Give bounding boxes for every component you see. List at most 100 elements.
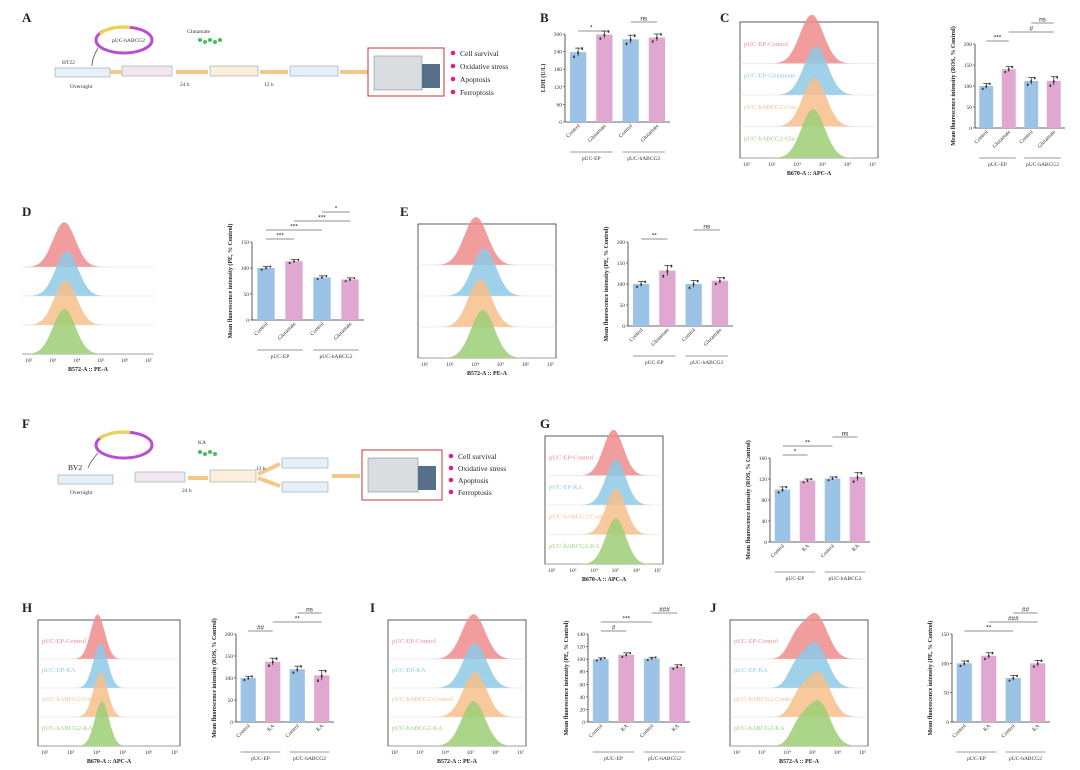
data-point (1026, 83, 1029, 86)
data-point (625, 653, 628, 656)
panel-letter-a: A (22, 10, 32, 25)
y-tick-label: 150 (941, 632, 950, 638)
flow-tick-label: 10³ (768, 162, 776, 168)
data-point (325, 274, 328, 277)
significance-label: ### (659, 607, 670, 614)
bullet-icon (450, 63, 456, 69)
bar (622, 39, 639, 122)
arrow-step-split (257, 462, 281, 488)
flow-panel-h: pUC-EP-Control pUC-EP-KA pUC-hABCG2-Contro… (37, 614, 181, 765)
arrow-plasmid-icon (91, 47, 99, 67)
data-point (1012, 677, 1015, 679)
x-tick-label: Control (974, 129, 990, 145)
histogram-label: pUC-hABCG2-Glu (744, 136, 796, 143)
data-point (599, 658, 602, 661)
bar (648, 37, 666, 122)
y-axis-title: LDH (U/L) (540, 64, 547, 93)
bar (1024, 80, 1039, 128)
data-point (981, 87, 984, 90)
bar (685, 284, 702, 326)
flow-tick-label: 10⁵ (612, 568, 620, 574)
data-point (297, 258, 300, 261)
data-point (633, 34, 636, 37)
histogram-label: pUC-EP-Control (42, 638, 86, 645)
histogram-peak (24, 222, 152, 267)
histogram-label: pUC-hABCG2-KA (549, 543, 600, 550)
flow-tick-label: 10⁴ (93, 750, 101, 756)
flow-tick-label: 10⁵ (467, 750, 475, 756)
data-point (316, 278, 319, 280)
flow-tick-label: 10⁴ (73, 358, 81, 364)
x-tick-label: Glutamate (277, 321, 298, 342)
data-point (265, 267, 267, 269)
x-tick-label: KA (1031, 723, 1041, 733)
panel-letter-j: J (710, 600, 717, 615)
group-label: pUC-hABCG2 (627, 156, 660, 162)
flow-tick-label: 10² (421, 362, 429, 368)
histogram-peak (742, 46, 876, 95)
reagent-label: Glutamate (187, 29, 210, 35)
group-label: pUC-EP (604, 756, 623, 762)
flow-panel-g: pUC-EP-Control pUC-EP-KA pUC-hABCG2-Contro… (544, 429, 664, 583)
y-axis-title: Mean fluorescence intensity (PE, % Contr… (603, 227, 610, 342)
group-label: pUC-EP (645, 360, 664, 366)
data-point (271, 660, 274, 663)
y-tick-label: 180 (554, 67, 563, 73)
data-point (676, 665, 679, 668)
data-point (349, 278, 351, 281)
y-axis-title: Mean fluorescence intensity (ROS, % Cont… (950, 26, 957, 145)
flow-tick-label: 10⁴ (793, 162, 801, 168)
data-point (988, 82, 991, 85)
y-axis-title: Mean fluorescence intensity (PE, % Contr… (227, 224, 234, 339)
y-tick-label: 100 (617, 282, 626, 288)
data-point (666, 269, 669, 272)
histogram-peak (390, 643, 524, 688)
bullet-icon (450, 76, 456, 82)
arrow-step-2 (176, 70, 208, 74)
data-point (321, 276, 323, 279)
culture-dish-1 (54, 67, 111, 78)
data-point (1033, 665, 1035, 668)
bar (314, 675, 330, 722)
y-tick-label: 120 (577, 645, 586, 651)
x-tick-label: Control (236, 723, 252, 739)
data-point (292, 671, 295, 674)
significance-label: *** (290, 224, 298, 231)
histogram-label: pUC-hABCG2-KA (42, 725, 93, 732)
data-point (353, 276, 356, 279)
readout-f-1: Cell survival (458, 452, 497, 461)
y-tick-label: 60 (557, 102, 563, 108)
flow-tick-label: 10⁵ (97, 358, 105, 364)
histogram-peak (547, 488, 661, 535)
histogram-peak (547, 429, 661, 476)
data-point (595, 659, 598, 662)
histogram-peak (390, 672, 524, 717)
data-point (1011, 65, 1014, 68)
group-label: pUC-hABCG2 (319, 354, 352, 360)
y-tick-label: 0 (559, 120, 562, 126)
flow-tick-label: 10⁶ (121, 358, 129, 364)
data-point (317, 679, 319, 682)
y-tick-label: 80 (762, 498, 768, 504)
flow-tick-label: 10⁵ (497, 362, 505, 368)
x-tick-label: Control (628, 327, 644, 343)
group-label: pUC-hABCG2 (690, 360, 723, 366)
data-point (1040, 659, 1043, 662)
bar (632, 284, 650, 326)
flow-tick-label: 10⁶ (834, 750, 842, 756)
panel-letter-e: E (400, 204, 409, 219)
bar (285, 261, 303, 320)
x-tick-label: KA (671, 723, 681, 733)
flow-axis-title: B572-A :: PE-A (68, 367, 109, 373)
flow-cytometer-icon (373, 55, 423, 91)
panel-letter-f: F (22, 416, 30, 431)
data-point (1016, 674, 1018, 677)
histogram-label: pUC-hABCG2-Control (549, 513, 610, 520)
histogram-label: pUC-EP-KA (734, 667, 768, 674)
data-point (603, 33, 606, 36)
x-tick-label: Control (820, 543, 836, 559)
x-tick-label: Glutamate (650, 327, 671, 348)
data-point (672, 667, 675, 670)
y-tick-label: 50 (244, 292, 250, 298)
data-point (243, 678, 246, 681)
